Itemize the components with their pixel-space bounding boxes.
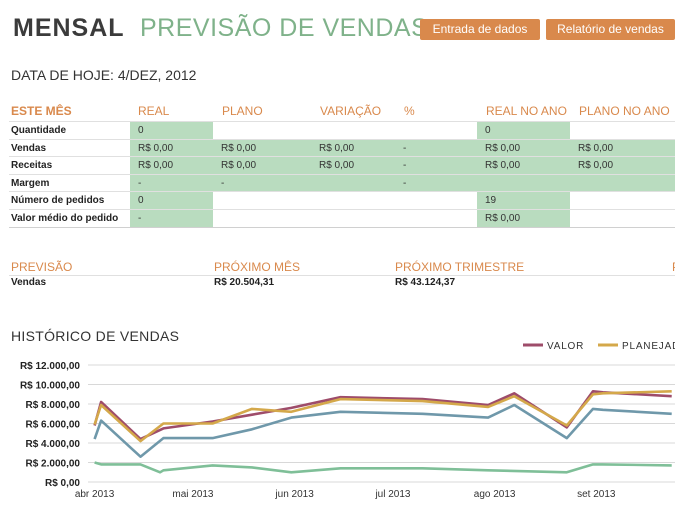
col-header-plan-ytd: PLANO NO ANO [579, 104, 670, 118]
col-header-variation: VARIAÇÃO [320, 104, 382, 118]
table-row: Vendas R$ 0,00 R$ 0,00 R$ 0,00- R$ 0,00 R$ 0,… [9, 138, 675, 157]
col-header-percent: % [404, 104, 415, 118]
table-row: Quantidade 0 0 [9, 121, 675, 139]
table-cell[interactable]: R$ 0,00 [570, 139, 675, 157]
x-tick-label: jun 2013 [274, 489, 314, 500]
table-cell[interactable] [570, 122, 675, 139]
table-cell[interactable]: R$ 0,00 [477, 157, 570, 174]
data-entry-button[interactable]: Entrada de dados [420, 19, 540, 40]
table-cell[interactable] [570, 174, 675, 192]
table-cell[interactable]: 0 [130, 192, 213, 209]
table-cell[interactable]: R$ 0,00 [311, 157, 395, 174]
table-cell[interactable] [213, 210, 311, 227]
history-title: HISTÓRICO DE VENDAS [11, 328, 180, 344]
table-cell[interactable]: R$ 0,00 [477, 139, 570, 157]
next-month-value: R$ 20.504,31 [214, 277, 275, 288]
table-cell[interactable]: 0 [130, 122, 213, 139]
table-cell[interactable]: R$ 0,00 [477, 209, 570, 227]
table-cell[interactable]: - [395, 157, 477, 174]
table-cell[interactable]: - [130, 209, 213, 227]
next-quarter-value: R$ 43.124,37 [395, 277, 456, 288]
sales-report-button[interactable]: Relatório de vendas [546, 19, 675, 40]
series-line-1 [93, 389, 672, 441]
series-line-4 [94, 461, 672, 474]
table-cell[interactable]: R$ 0,00 [570, 157, 675, 174]
next-month-header: PRÓXIMO MÊS [214, 260, 301, 274]
y-tick-label: R$ 6.000,00 [26, 420, 81, 431]
legend-label: PLANEJADO [622, 341, 675, 352]
y-tick-label: R$ 2.000,00 [26, 459, 81, 470]
forecast-divider [9, 275, 675, 276]
next-quarter-header: PRÓXIMO TRIMESTRE [395, 260, 525, 274]
col-header-real: REAL [138, 104, 170, 118]
table-cell[interactable] [570, 210, 675, 227]
legend-label: VALOR [547, 341, 584, 352]
table-cell[interactable]: R$ 0,00 [213, 157, 311, 174]
table-cell[interactable]: - [395, 174, 477, 192]
row-label: Quantidade [11, 125, 67, 136]
forecast-header: PREVISÃO [11, 260, 73, 274]
col-header-real-ytd: REAL NO ANO [486, 104, 567, 118]
table-cell[interactable] [395, 192, 477, 209]
table-cell[interactable] [213, 122, 311, 139]
table-cell[interactable]: R$ 0,00 [130, 139, 213, 157]
y-tick-label: R$ 12.000,00 [20, 361, 80, 372]
series-line-2 [93, 390, 672, 443]
y-tick-label: R$ 0,00 [45, 478, 80, 489]
x-tick-label: jul 2013 [374, 489, 410, 500]
title-light: PREVISÃO DE VENDAS [140, 14, 429, 42]
table-cell[interactable]: - [395, 139, 477, 157]
x-tick-label: abr 2013 [75, 489, 115, 500]
table-cell[interactable]: 0 [477, 122, 570, 139]
table-cell[interactable]: R$ 0,00 [311, 139, 395, 157]
row-label: Receitas [11, 160, 53, 171]
row-label: Número de pedidos [11, 195, 105, 206]
table-row: Número de pedidos 0 19 [9, 191, 675, 209]
title-bold: MENSAL [13, 14, 125, 42]
table-cell[interactable]: - [213, 174, 311, 192]
table-cell[interactable] [477, 174, 570, 192]
sales-history-chart: R$ 0,00 R$ 2.000,00 R$ 4.000,00 R$ 6.000,00… [20, 341, 675, 500]
table-cell[interactable]: 19 [477, 192, 570, 209]
col-header-this-month: ESTE MÊS [11, 104, 72, 118]
table-cell[interactable] [213, 192, 311, 209]
table-cell[interactable] [395, 210, 477, 227]
table-cell[interactable]: - [130, 174, 213, 192]
next-year-header-partial: P [672, 260, 675, 274]
y-tick-label: R$ 8.000,00 [26, 400, 81, 411]
col-header-plan: PLANO [222, 104, 263, 118]
forecast-row-label: Vendas [11, 277, 47, 288]
today-date: DATA DE HOJE: 4/DEZ, 2012 [11, 67, 197, 83]
table-cell[interactable] [311, 210, 395, 227]
row-label: Vendas [11, 142, 47, 154]
row-label: Valor médio do pedido [11, 212, 119, 224]
table-row: Valor médio do pedido - R$ 0,00 [9, 208, 675, 227]
table-cell[interactable] [311, 192, 395, 209]
y-tick-label: R$ 4.000,00 [26, 439, 81, 450]
table-cell[interactable] [311, 174, 395, 192]
x-tick-label: mai 2013 [172, 489, 214, 500]
section-divider [9, 227, 675, 228]
table-row: Receitas R$ 0,00 R$ 0,00 R$ 0,00- R$ 0,00 R$ … [9, 156, 675, 174]
table-cell[interactable] [395, 122, 477, 139]
table-cell[interactable]: R$ 0,00 [130, 157, 213, 174]
table-cell[interactable] [570, 192, 675, 209]
series-line-3 [93, 403, 672, 458]
table-cell[interactable]: R$ 0,00 [213, 139, 311, 157]
table-cell[interactable] [311, 122, 395, 139]
y-tick-label: R$ 10.000,00 [20, 381, 80, 392]
x-tick-label: ago 2013 [474, 489, 516, 500]
x-tick-label: set 2013 [577, 489, 616, 500]
table-row: Margem - - - [9, 173, 675, 192]
row-label: Margem [11, 177, 50, 189]
